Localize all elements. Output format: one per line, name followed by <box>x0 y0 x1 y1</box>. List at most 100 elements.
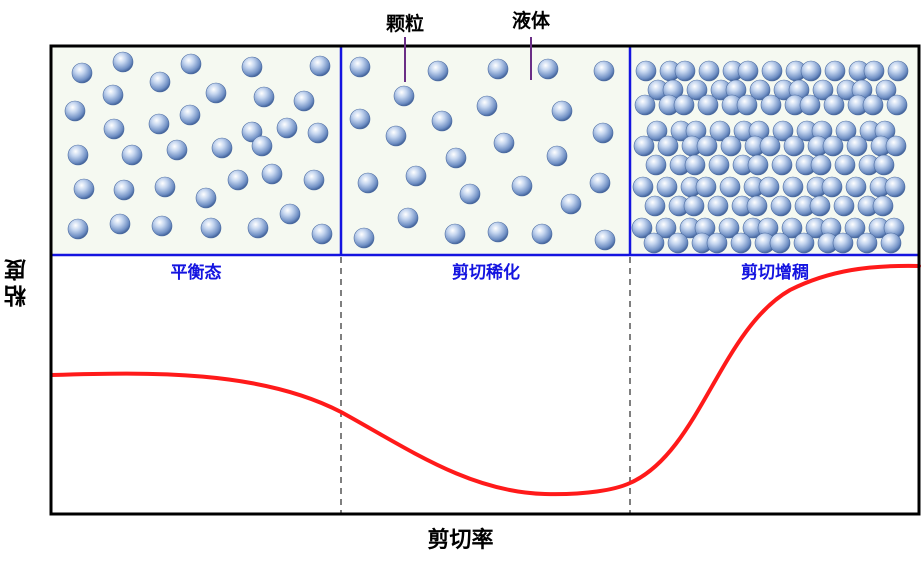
particle <box>551 100 573 122</box>
panel-equilibrium-bg <box>52 47 341 255</box>
particle <box>195 187 217 209</box>
particle <box>667 232 689 254</box>
particle <box>834 154 856 176</box>
particle <box>695 176 717 198</box>
particle <box>823 94 845 116</box>
particle <box>760 94 782 116</box>
particle <box>67 144 89 166</box>
particle <box>824 60 846 82</box>
particle <box>709 120 731 142</box>
particle <box>431 110 453 132</box>
particle <box>772 120 794 142</box>
particle <box>746 195 768 217</box>
particle <box>154 176 176 198</box>
particle <box>747 154 769 176</box>
particle <box>635 60 657 82</box>
particle <box>251 135 273 157</box>
particle <box>706 232 728 254</box>
panel-label-equilibrium: 平衡态 <box>171 262 222 283</box>
particle <box>686 79 708 101</box>
particle <box>349 108 371 130</box>
particle <box>781 217 803 239</box>
particle <box>833 195 855 217</box>
particle <box>643 232 665 254</box>
particle <box>683 195 705 217</box>
particle <box>862 94 884 116</box>
particle <box>307 122 329 144</box>
particle <box>646 120 668 142</box>
particle <box>593 60 615 82</box>
particle <box>875 79 897 101</box>
particle <box>799 94 821 116</box>
particle <box>149 71 171 93</box>
particle <box>656 176 678 198</box>
particle <box>261 163 283 185</box>
outer-frame <box>49 44 921 516</box>
particle <box>886 94 908 116</box>
particle <box>708 154 730 176</box>
particle <box>393 85 415 107</box>
particle <box>166 139 188 161</box>
particle <box>180 53 202 75</box>
particle <box>644 195 666 217</box>
particle <box>113 179 135 201</box>
particle <box>200 217 222 239</box>
particle <box>112 51 134 73</box>
particle <box>856 232 878 254</box>
particle <box>674 60 696 82</box>
particle <box>148 113 170 135</box>
particle <box>793 232 815 254</box>
x-axis-label: 剪切率 <box>427 528 494 553</box>
particle <box>511 175 533 197</box>
particle <box>822 135 844 157</box>
particle <box>697 94 719 116</box>
particle <box>684 154 706 176</box>
particle <box>71 62 93 84</box>
particle <box>696 135 718 157</box>
particle <box>863 60 885 82</box>
particle <box>809 195 831 217</box>
particle <box>730 232 752 254</box>
particle <box>812 79 834 101</box>
particle <box>880 232 902 254</box>
particles-equilibrium <box>64 51 333 245</box>
particle <box>353 227 375 249</box>
particle <box>537 58 559 80</box>
particle <box>800 60 822 82</box>
particle <box>253 86 275 108</box>
viscosity-curve <box>50 263 921 497</box>
particle <box>887 60 909 82</box>
particle <box>673 94 695 116</box>
particle <box>632 176 654 198</box>
particle <box>179 104 201 126</box>
particle <box>718 217 740 239</box>
particle <box>736 94 758 116</box>
particle <box>397 207 419 229</box>
particle <box>67 218 89 240</box>
particle <box>459 183 481 205</box>
particle <box>493 132 515 154</box>
particle <box>844 217 866 239</box>
particle <box>405 165 427 187</box>
particle <box>769 232 791 254</box>
particle <box>720 135 742 157</box>
particle <box>151 215 173 237</box>
particle <box>349 56 371 78</box>
panel-label-shear-thinning: 剪切稀化 <box>452 262 520 283</box>
particle <box>873 154 895 176</box>
particle <box>634 94 656 116</box>
particle <box>211 137 233 159</box>
particle <box>835 120 857 142</box>
particle <box>276 117 298 139</box>
particle <box>64 100 86 122</box>
particle <box>845 176 867 198</box>
particle <box>594 229 616 251</box>
liquid-annotation-label: 液体 <box>512 9 551 32</box>
particle <box>103 118 125 140</box>
particle <box>821 176 843 198</box>
particle <box>655 217 677 239</box>
particle <box>102 84 124 106</box>
particle <box>487 58 509 80</box>
particle <box>645 154 667 176</box>
